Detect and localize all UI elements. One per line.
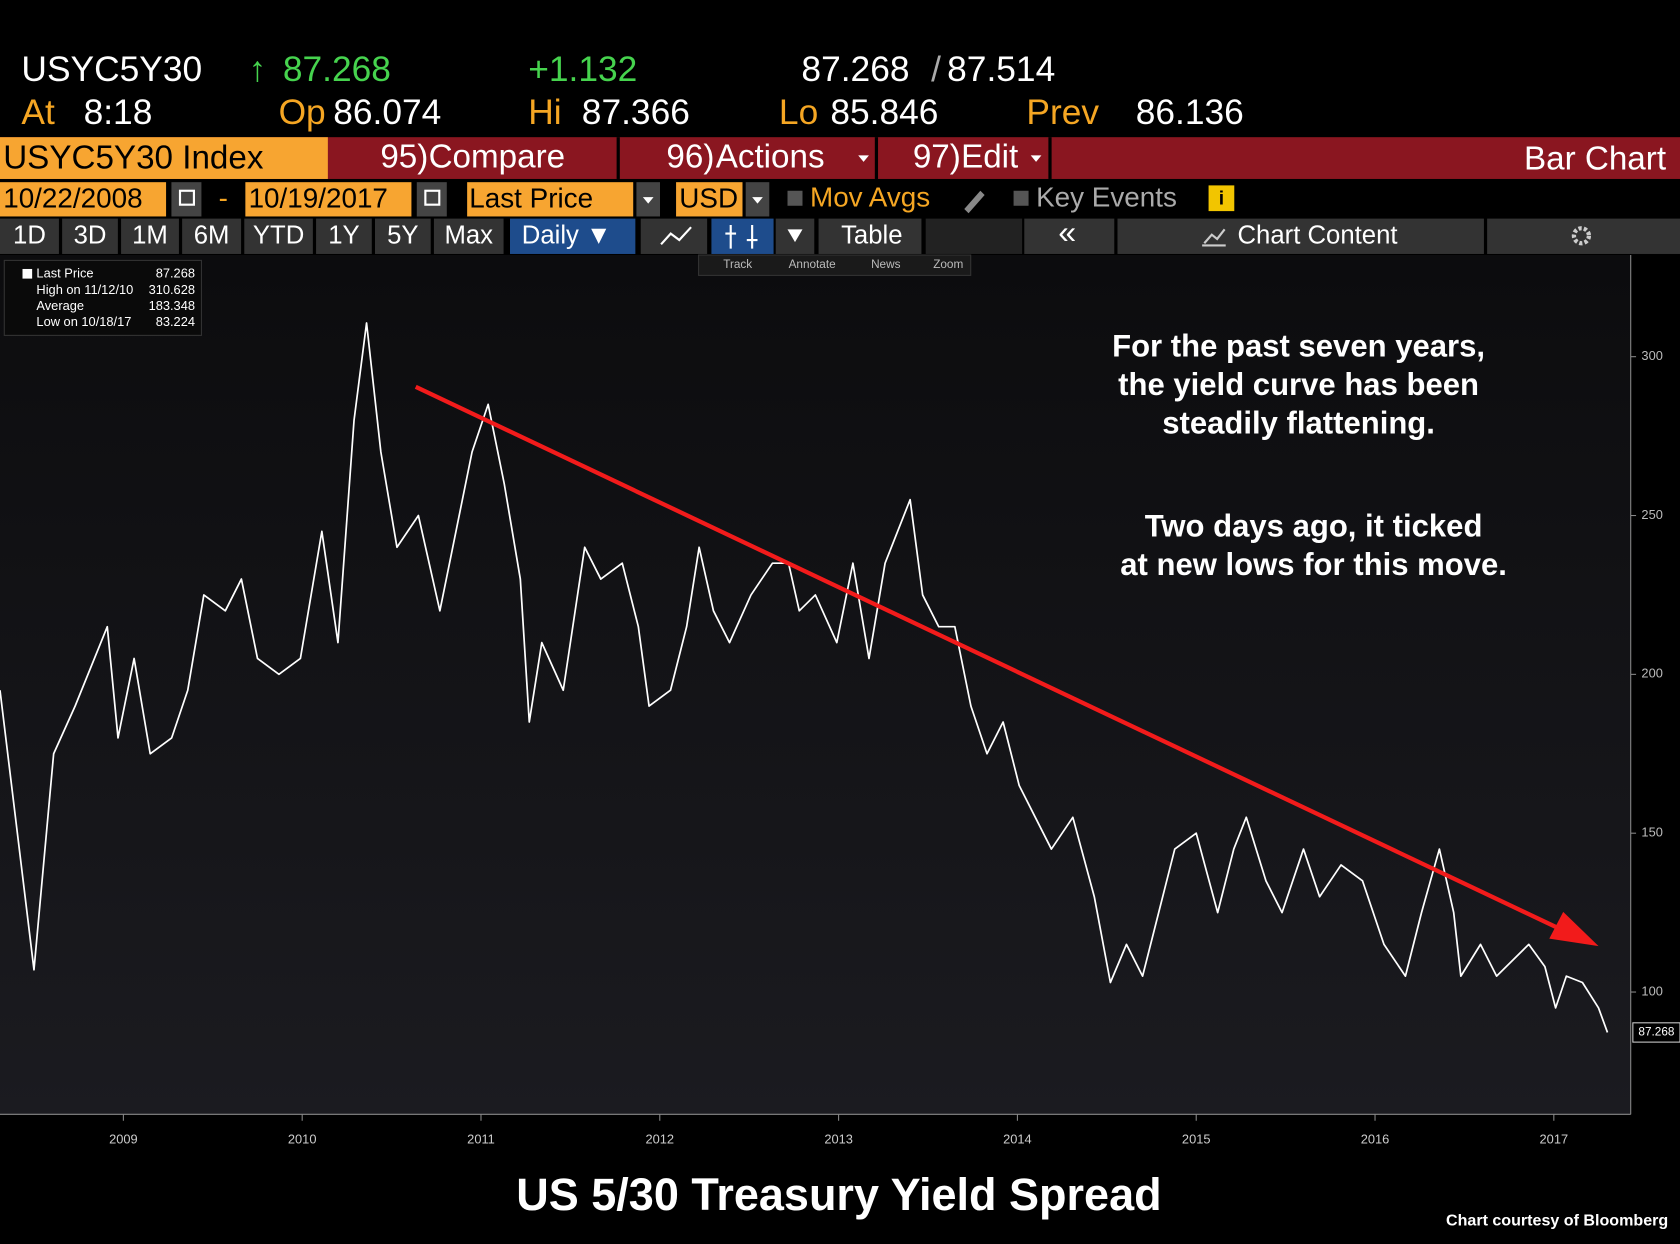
legend-label: Low on 10/18/17 [36, 314, 131, 329]
annotation: Two days ago, it ticked [1145, 508, 1483, 543]
last-price-label: 87.268 [1638, 1026, 1674, 1039]
ticker: USYC5Y30 [21, 50, 202, 89]
slash: / [931, 50, 941, 89]
legend-label: Last Price [36, 266, 93, 281]
y-tick-label: 250 [1641, 507, 1662, 522]
range-button[interactable] [62, 218, 118, 254]
x-tick-label: 2015 [1182, 1131, 1211, 1146]
range-label[interactable]: 1Y [328, 222, 359, 250]
field-value: 8:18 [84, 93, 153, 132]
annotation: steadily flattening. [1162, 406, 1435, 441]
security-box[interactable] [0, 137, 328, 179]
field-value: 87.366 [582, 93, 690, 132]
range-button[interactable] [316, 218, 372, 254]
y-tick-label: 150 [1641, 825, 1662, 840]
source: Chart courtesy of Bloomberg [1446, 1212, 1668, 1230]
table[interactable]: Table [841, 222, 902, 250]
field-label: Lo [779, 93, 818, 132]
x-tick-label: 2013 [824, 1131, 853, 1146]
range-label[interactable]: 1M [132, 222, 168, 250]
security[interactable]: USYC5Y30 Index [3, 139, 264, 176]
range-button[interactable] [244, 218, 313, 254]
legend-box [3, 259, 202, 336]
menu-key[interactable]: 96) [666, 138, 714, 175]
last-price-badge [1632, 1022, 1680, 1043]
tool[interactable]: Zoom [933, 258, 963, 271]
x-tick-label: 2014 [1003, 1131, 1032, 1146]
change: +1.132 [528, 50, 637, 89]
menu[interactable]: Actions [716, 138, 825, 175]
period[interactable]: Daily ▼ [522, 222, 612, 250]
annotation: For the past seven years, [1112, 328, 1485, 363]
mov-avgs[interactable]: Mov Avgs [810, 182, 930, 213]
legend-label: High on 11/12/10 [36, 282, 133, 297]
field-label: Prev [1026, 93, 1099, 132]
annotation: at new lows for this move. [1120, 547, 1507, 582]
range-button[interactable] [182, 218, 242, 254]
currency[interactable]: USD [679, 183, 738, 214]
range-label[interactable]: YTD [253, 222, 304, 250]
collapse[interactable]: « [1058, 214, 1076, 250]
start-date[interactable]: 10/22/2008 [3, 183, 142, 214]
svg-text:i: i [1219, 188, 1224, 209]
range-label[interactable]: 3D [74, 222, 107, 250]
range-label[interactable]: Max [444, 222, 493, 250]
tool[interactable]: Annotate [789, 258, 837, 271]
x-tick-label: 2017 [1540, 1131, 1569, 1146]
y-tick-label: 200 [1641, 666, 1662, 681]
y-tick-label: 100 [1641, 983, 1662, 998]
menu-key[interactable]: 95) [380, 138, 428, 175]
range-label[interactable]: 1D [13, 222, 46, 250]
field-select[interactable]: Last Price [469, 183, 593, 214]
field-label: Op [279, 93, 326, 132]
end-date[interactable]: 10/19/2017 [249, 183, 388, 214]
range-button[interactable] [121, 218, 179, 254]
legend-value: 310.628 [149, 282, 195, 297]
annotation: the yield curve has been [1118, 367, 1479, 402]
trend-arrow [414, 384, 1580, 940]
x-tick-label: 2016 [1361, 1131, 1390, 1146]
x-tick-label: 2010 [288, 1131, 317, 1146]
ask: 87.514 [947, 50, 1055, 89]
trend-arrowhead [1549, 911, 1599, 947]
range-button[interactable] [433, 218, 504, 254]
y-tick-label: 300 [1641, 348, 1662, 363]
legend-value: 87.268 [156, 266, 195, 281]
field-value: 86.136 [1136, 93, 1244, 132]
tool[interactable]: Track [723, 258, 752, 271]
x-tick-label: 2011 [467, 1131, 495, 1146]
legend-value: 83.224 [156, 314, 195, 329]
legend-label: Average [36, 298, 84, 313]
price-line [0, 322, 1609, 1033]
plot-area [0, 255, 1631, 1115]
x-tick-label: 2012 [646, 1131, 675, 1146]
key-events[interactable]: Key Events [1036, 182, 1177, 213]
view[interactable]: Bar Chart [1524, 141, 1666, 178]
last: 87.268 [283, 50, 391, 89]
menu-key[interactable]: 97) [913, 138, 961, 175]
field-value: 85.846 [830, 93, 938, 132]
menu[interactable]: Compare [429, 138, 566, 175]
legend-value: 183.348 [149, 298, 195, 313]
range-button[interactable] [375, 218, 431, 254]
range-button[interactable] [0, 218, 59, 254]
range-label[interactable]: 5Y [387, 222, 418, 250]
tool[interactable]: News [871, 258, 901, 271]
chart-title: US 5/30 Treasury Yield Spread [516, 1169, 1161, 1220]
chart-content[interactable]: Chart Content [1238, 222, 1398, 250]
x-tick-label: 2009 [109, 1131, 138, 1146]
field-value: 86.074 [333, 93, 441, 132]
menu[interactable]: Edit [961, 138, 1018, 175]
field-label: Hi [528, 93, 561, 132]
dash: - [219, 183, 228, 214]
arrow: ↑ [249, 50, 267, 89]
field-label: At [21, 93, 55, 132]
bid: 87.268 [801, 50, 909, 89]
range-label[interactable]: 6M [194, 222, 230, 250]
